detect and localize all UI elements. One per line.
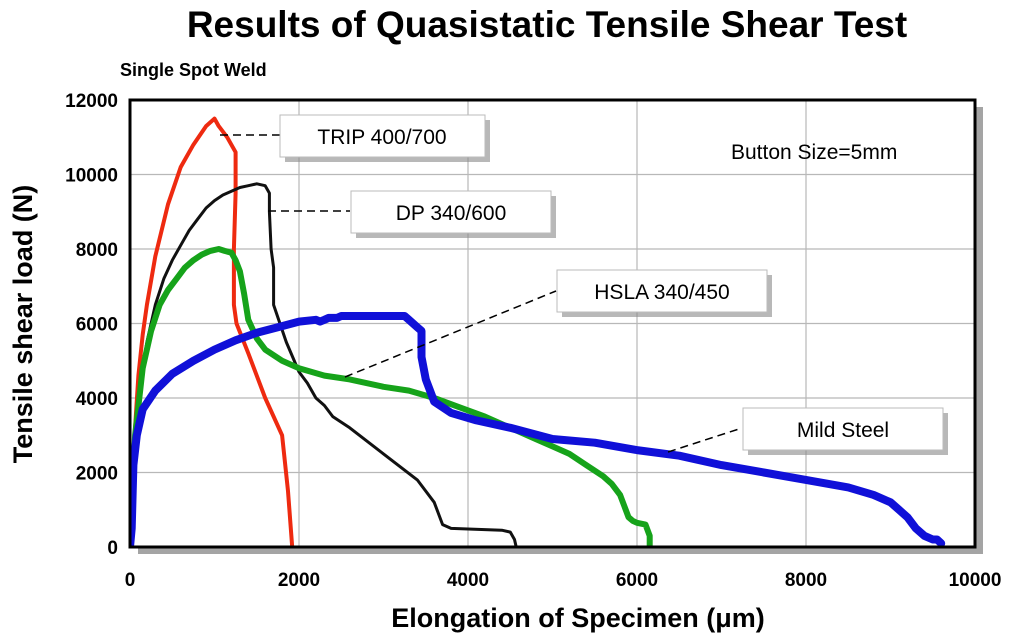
chart-title: Results of Quasistatic Tensile Shear Tes…	[186, 4, 908, 45]
button-size-annotation: Button Size=5mm	[731, 141, 897, 164]
series-line-dp-340-600	[131, 182, 518, 547]
y-tick-label: 4000	[76, 389, 118, 410]
series-line-mild-steel	[131, 312, 946, 547]
hsla-leader-line	[344, 290, 557, 378]
x-tick-label: 8000	[785, 570, 827, 591]
x-tick-label: 6000	[616, 570, 658, 591]
label-mild-steel: Mild Steel	[742, 407, 948, 455]
y-tick-label: 6000	[76, 315, 118, 336]
tick-labels: 0 2000 4000 6000 8000 10000 0 2000 4000 6000 8000 1…	[65, 91, 1001, 591]
x-tick-label: 0	[125, 570, 136, 591]
x-tick-label: 2000	[278, 570, 320, 591]
x-tick-label: 4000	[447, 570, 489, 591]
plot-frame	[128, 98, 977, 549]
label-trip: TRIP 400/700	[279, 114, 490, 162]
chart-subtitle: Single Spot Weld	[120, 60, 267, 80]
label-hsla-text: HSLA 340/450	[594, 281, 729, 304]
label-mild-steel-text: Mild Steel	[797, 419, 889, 442]
x-tick-label: 10000	[949, 570, 1002, 591]
y-tick-label: 0	[107, 538, 118, 559]
label-trip-text: TRIP 400/700	[317, 126, 446, 149]
label-dp-text: DP 340/600	[396, 202, 507, 225]
series-layer	[131, 116, 946, 547]
y-tick-label: 10000	[65, 166, 118, 187]
label-dp: DP 340/600	[350, 190, 556, 238]
y-axis-title: Tensile shear load (N)	[8, 185, 38, 464]
series-line-trip-400-700	[131, 116, 295, 547]
y-tick-label: 12000	[65, 91, 118, 112]
y-tick-label: 2000	[76, 464, 118, 485]
x-axis-title: Elongation of Specimen (μm)	[391, 603, 765, 633]
y-tick-label: 8000	[76, 240, 118, 261]
series-line-hsla-340-450	[131, 246, 653, 547]
label-hsla: HSLA 340/450	[556, 269, 772, 317]
